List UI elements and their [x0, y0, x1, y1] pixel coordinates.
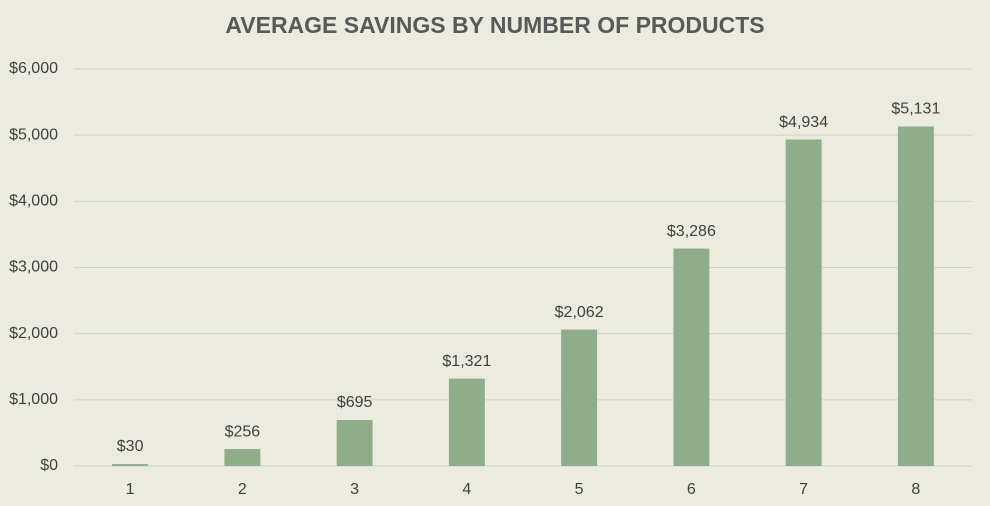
bar	[448, 378, 485, 466]
y-tick-label: $4,000	[9, 193, 58, 210]
y-tick-label: $6,000	[9, 60, 58, 77]
x-tick-label: 4	[462, 481, 471, 498]
bar	[897, 126, 934, 466]
x-tick-label: 1	[126, 481, 135, 498]
data-label: $30	[117, 438, 144, 455]
x-tick-label: 3	[350, 481, 359, 498]
data-label: $256	[225, 423, 261, 440]
chart-title: AVERAGE SAVINGS BY NUMBER OF PRODUCTS	[225, 12, 764, 38]
x-tick-label: 7	[799, 481, 808, 498]
bar	[336, 420, 373, 466]
bar	[112, 464, 149, 466]
x-tick-label: 2	[238, 481, 247, 498]
y-tick-label: $5,000	[9, 126, 58, 143]
x-tick-label: 6	[687, 481, 696, 498]
data-label: $4,934	[779, 114, 828, 131]
bar	[561, 329, 598, 466]
data-label: $5,131	[891, 101, 940, 118]
bar	[785, 139, 822, 466]
data-label: $3,286	[667, 223, 716, 240]
x-tick-label: 5	[575, 481, 584, 498]
y-tick-label: $2,000	[9, 325, 58, 342]
x-tick-label: 8	[911, 481, 920, 498]
data-label: $2,062	[555, 304, 604, 321]
data-label: $695	[337, 394, 373, 411]
data-label: $1,321	[442, 353, 491, 370]
bar	[673, 248, 710, 466]
y-tick-label: $0	[40, 457, 58, 474]
y-tick-label: $1,000	[9, 391, 58, 408]
y-tick-label: $3,000	[9, 259, 58, 276]
bar	[224, 449, 261, 466]
